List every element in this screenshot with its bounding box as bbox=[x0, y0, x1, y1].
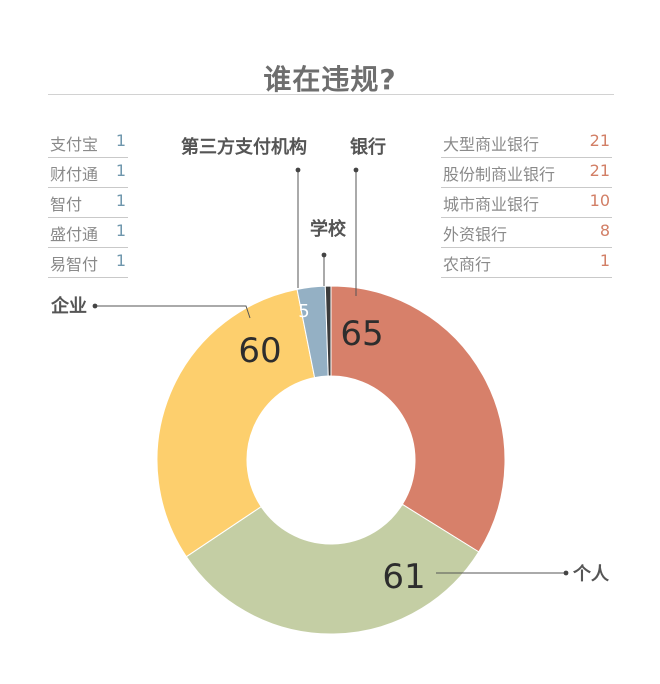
school-category-label: 学校 bbox=[310, 218, 347, 240]
bank-legend-label: 外资银行 bbox=[443, 225, 508, 244]
bank-value-label: 65 bbox=[340, 314, 383, 354]
third-party-legend-value: 1 bbox=[115, 251, 126, 270]
third-party-legend-row: 易智付 1 bbox=[48, 248, 128, 278]
third-party-value-label: 5 bbox=[298, 301, 309, 322]
school-slice bbox=[324, 285, 332, 377]
enterprise-value-label: 60 bbox=[238, 331, 281, 371]
bank-legend-label: 城市商业银行 bbox=[443, 195, 540, 214]
bank-legend-row: 农商行 1 bbox=[441, 248, 612, 278]
enterprise-leader-dot bbox=[92, 303, 98, 309]
bank-legend-row: 外资银行 8 bbox=[441, 218, 612, 248]
individual-slice bbox=[185, 503, 480, 635]
bank-legend-value: 1 bbox=[599, 251, 610, 270]
individual-leader-dot bbox=[563, 570, 569, 576]
enterprise-slice bbox=[156, 288, 316, 558]
enterprise-leader-line bbox=[95, 305, 251, 319]
third-party-legend-label: 易智付 bbox=[50, 255, 99, 274]
third-party-legend-value: 1 bbox=[115, 191, 126, 210]
bank-legend-value: 10 bbox=[589, 191, 610, 210]
bank-legend-value: 8 bbox=[599, 221, 610, 240]
third-party-legend-label: 财付通 bbox=[50, 165, 99, 184]
bank-legend-value: 21 bbox=[589, 161, 610, 180]
chart-title: 谁在违规? bbox=[263, 63, 397, 96]
third-party-legend-value: 1 bbox=[115, 221, 126, 240]
title-divider bbox=[48, 94, 614, 95]
individual-category-label: 个人 bbox=[572, 563, 610, 585]
bank-legend-label: 大型商业银行 bbox=[443, 135, 540, 154]
bank-legend-row: 股份制商业银行 21 bbox=[441, 158, 612, 188]
bank-category-label: 银行 bbox=[350, 136, 386, 158]
third-party-legend-label: 支付宝 bbox=[50, 135, 99, 154]
third-party-legend-row: 智付 1 bbox=[48, 188, 128, 218]
bank-legend-label: 股份制商业银行 bbox=[443, 165, 556, 184]
bank-leader-dot bbox=[353, 167, 359, 173]
enterprise-category-label: 企业 bbox=[50, 295, 87, 317]
third-party-legend-label: 盛付通 bbox=[50, 225, 99, 244]
bank-slice bbox=[330, 285, 506, 553]
individual-value-label: 61 bbox=[382, 557, 425, 597]
third-party-leader-dot bbox=[295, 167, 301, 173]
third-party-legend-row: 财付通 1 bbox=[48, 158, 128, 188]
school-leader-dot bbox=[321, 252, 327, 258]
bank-legend-value: 21 bbox=[589, 131, 610, 150]
third-party-legend-row: 盛付通 1 bbox=[48, 218, 128, 248]
bank-legend-row: 大型商业银行 21 bbox=[441, 128, 612, 158]
bank-legend-row: 城市商业银行 10 bbox=[441, 188, 612, 218]
third-party-legend-row: 支付宝 1 bbox=[48, 128, 128, 158]
third-party-category-label: 第三方支付机构 bbox=[181, 136, 307, 158]
third-party-legend-value: 1 bbox=[115, 131, 126, 150]
third-party-legend-label: 智付 bbox=[50, 195, 83, 214]
bank-legend-label: 农商行 bbox=[443, 255, 492, 274]
third-party-legend-value: 1 bbox=[115, 161, 126, 180]
